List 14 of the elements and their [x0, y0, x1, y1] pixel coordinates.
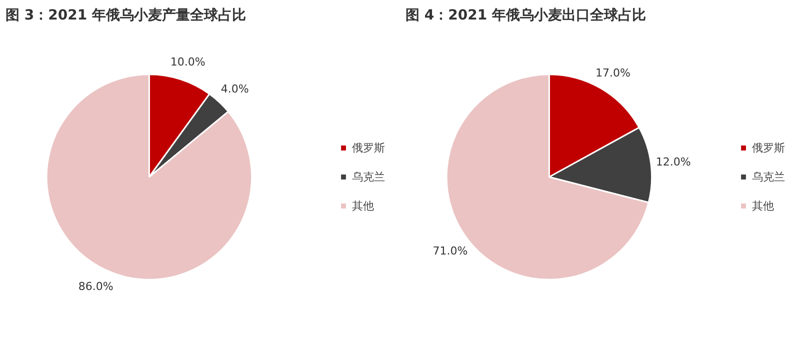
legend-label: 其他: [752, 198, 774, 213]
data-label: 10.0%: [170, 55, 206, 68]
chart-title: 图 3：2021 年俄乌小麦产量全球占比: [6, 6, 246, 24]
data-label: 12.0%: [656, 155, 691, 168]
legend-label: 乌克兰: [752, 169, 785, 184]
data-label: 71.0%: [432, 244, 468, 258]
data-label: 4.0%: [220, 82, 249, 96]
chart-title: 图 4：2021 年俄乌小麦出口全球占比: [406, 8, 646, 24]
data-label: 86.0%: [78, 280, 114, 293]
legend-label: 其他: [352, 198, 374, 213]
legend-label: 俄罗斯: [752, 140, 785, 155]
data-label: 17.0%: [595, 66, 630, 80]
legend-label: 乌克兰: [352, 169, 385, 184]
legend-label: 俄罗斯: [352, 140, 385, 155]
